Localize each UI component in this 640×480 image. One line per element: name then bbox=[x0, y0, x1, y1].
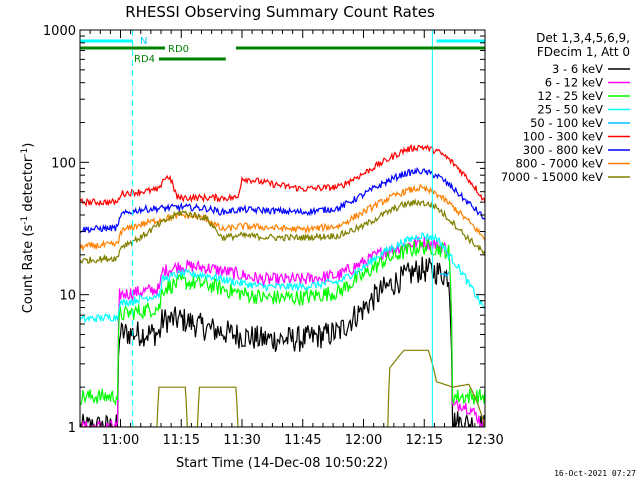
y-axis-label: Count Rate (s-1 detector-1) bbox=[20, 143, 36, 314]
x-tick-label: 12:00 bbox=[345, 433, 382, 448]
x-tick-label: 11:30 bbox=[223, 433, 260, 448]
y-label-part-c: ) bbox=[21, 143, 36, 148]
y-tick-label: 1000 bbox=[43, 24, 76, 39]
y-axis: 1 10 100 1000 bbox=[43, 24, 485, 436]
timestamp: 16-Oct-2021 07:27 bbox=[554, 469, 636, 478]
y-tick-label: 100 bbox=[51, 156, 76, 171]
rd0-label: RD0 bbox=[168, 44, 189, 55]
legend-label: 12 - 25 keV bbox=[537, 89, 603, 103]
x-tick-label: 11:00 bbox=[102, 433, 139, 448]
legend-label: 800 - 7000 keV bbox=[515, 157, 603, 171]
legend-label: 7000 - 15000 keV bbox=[501, 170, 603, 184]
legend-label: 3 - 6 keV bbox=[552, 62, 603, 76]
x-tick-label: 11:15 bbox=[163, 433, 200, 448]
plot-area bbox=[80, 30, 485, 427]
legend: Det 1,3,4,5,6,9, FDecim 1, Att 0 3 - 6 k… bbox=[501, 31, 630, 184]
legend-label: 6 - 12 keV bbox=[545, 76, 603, 90]
series-line-5 bbox=[80, 144, 485, 208]
series-line-2 bbox=[80, 239, 485, 406]
x-tick-label: 11:45 bbox=[284, 433, 321, 448]
legend-label: 25 - 50 keV bbox=[537, 103, 603, 117]
legend-label: 100 - 300 keV bbox=[523, 130, 603, 144]
n-label: N bbox=[140, 36, 147, 47]
y-tick-label: 10 bbox=[59, 289, 76, 304]
series-line-7 bbox=[80, 183, 485, 252]
series-line-6 bbox=[80, 166, 485, 234]
x-axis: 11:00 11:15 11:30 11:45 12:00 12:15 12:30 bbox=[79, 30, 504, 448]
rd4-label: RD4 bbox=[134, 54, 155, 65]
series-line-9 bbox=[80, 349, 485, 427]
legend-label: 300 - 800 keV bbox=[523, 143, 603, 157]
y-label-part-b: detector bbox=[21, 156, 36, 216]
y-label-sup-1: -1 bbox=[20, 216, 30, 225]
x-tick-label: 12:15 bbox=[406, 433, 443, 448]
x-tick-label: 12:30 bbox=[466, 433, 503, 448]
legend-label: 50 - 100 keV bbox=[530, 116, 603, 130]
legend-header-line-1: Det 1,3,4,5,6,9, bbox=[536, 31, 630, 45]
chart-title: RHESSI Observing Summary Count Rates bbox=[125, 3, 435, 21]
series-line-0 bbox=[80, 256, 485, 427]
y-tick-label: 1 bbox=[68, 421, 76, 436]
series-line-3 bbox=[80, 232, 485, 324]
legend-header-line-2: FDecim 1, Att 0 bbox=[537, 45, 630, 59]
y-label-sup-2: -1 bbox=[20, 148, 30, 157]
series-line-8 bbox=[80, 198, 485, 265]
series-line-4 bbox=[440, 271, 450, 278]
x-axis-label: Start Time (14-Dec-08 10:50:22) bbox=[176, 456, 388, 471]
y-label-part-a: Count Rate (s bbox=[21, 225, 36, 314]
